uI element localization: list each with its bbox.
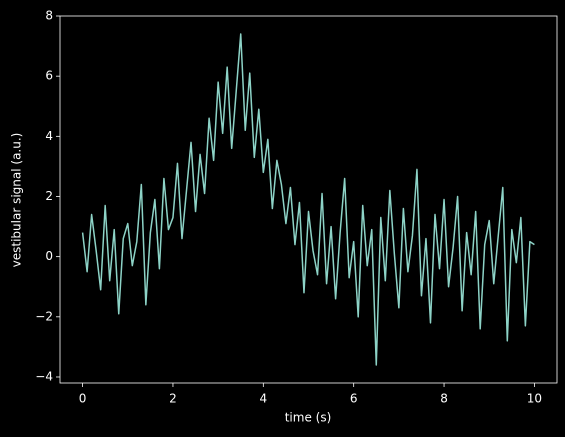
signal-line bbox=[81, 33, 535, 366]
y-tick-label: 4 bbox=[45, 129, 53, 143]
x-tick-label: 8 bbox=[440, 392, 448, 406]
y-tick-label: 8 bbox=[45, 9, 53, 23]
x-tick-label: 2 bbox=[169, 392, 177, 406]
y-axis-label: vestibular signal (a.u.) bbox=[10, 133, 24, 268]
x-tick-label: 10 bbox=[527, 392, 542, 406]
y-tick-label: −2 bbox=[35, 309, 53, 323]
x-axis-label: time (s) bbox=[285, 411, 332, 425]
y-tick-label: 0 bbox=[45, 249, 53, 263]
plot-frame bbox=[59, 15, 558, 384]
y-tick-label: 2 bbox=[45, 189, 53, 203]
y-tick-label: −4 bbox=[35, 369, 53, 383]
x-tick-label: 6 bbox=[350, 392, 358, 406]
x-tick-label: 0 bbox=[79, 392, 87, 406]
y-tick-label: 6 bbox=[45, 69, 53, 83]
x-tick-label: 4 bbox=[259, 392, 267, 406]
